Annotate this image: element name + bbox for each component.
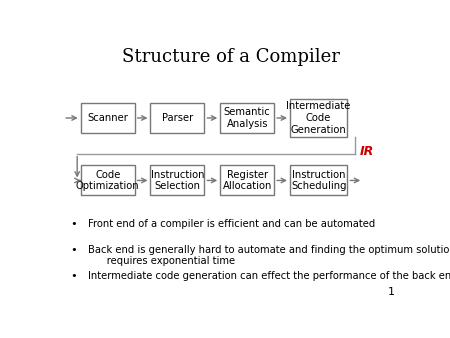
Text: Semantic
Analysis: Semantic Analysis [224, 107, 270, 129]
Bar [220, 166, 274, 195]
Text: Instruction
Scheduling: Instruction Scheduling [291, 170, 347, 191]
Text: Back end is generally hard to automate and finding the optimum solution
      re: Back end is generally hard to automate a… [88, 245, 450, 266]
Bar [290, 166, 347, 195]
Bar [290, 99, 347, 137]
Text: •: • [70, 219, 77, 229]
Bar [150, 103, 204, 133]
Text: Instruction
Selection: Instruction Selection [151, 170, 204, 191]
Text: •: • [70, 245, 77, 255]
Text: Register
Allocation: Register Allocation [222, 170, 272, 191]
Text: •: • [70, 271, 77, 281]
Text: Intermediate code generation can effect the performance of the back end: Intermediate code generation can effect … [88, 271, 450, 281]
Text: Structure of a Compiler: Structure of a Compiler [122, 48, 340, 67]
Text: Scanner: Scanner [87, 113, 128, 123]
Bar [81, 103, 135, 133]
Text: 1: 1 [387, 287, 395, 297]
Bar [150, 166, 204, 195]
Text: Front end of a compiler is efficient and can be automated: Front end of a compiler is efficient and… [88, 219, 375, 229]
Bar [220, 103, 274, 133]
Text: Code
Optimization: Code Optimization [76, 170, 140, 191]
Bar [81, 166, 135, 195]
Text: Intermediate
Code
Generation: Intermediate Code Generation [287, 101, 351, 135]
Text: IR: IR [360, 145, 374, 158]
Text: Parser: Parser [162, 113, 193, 123]
